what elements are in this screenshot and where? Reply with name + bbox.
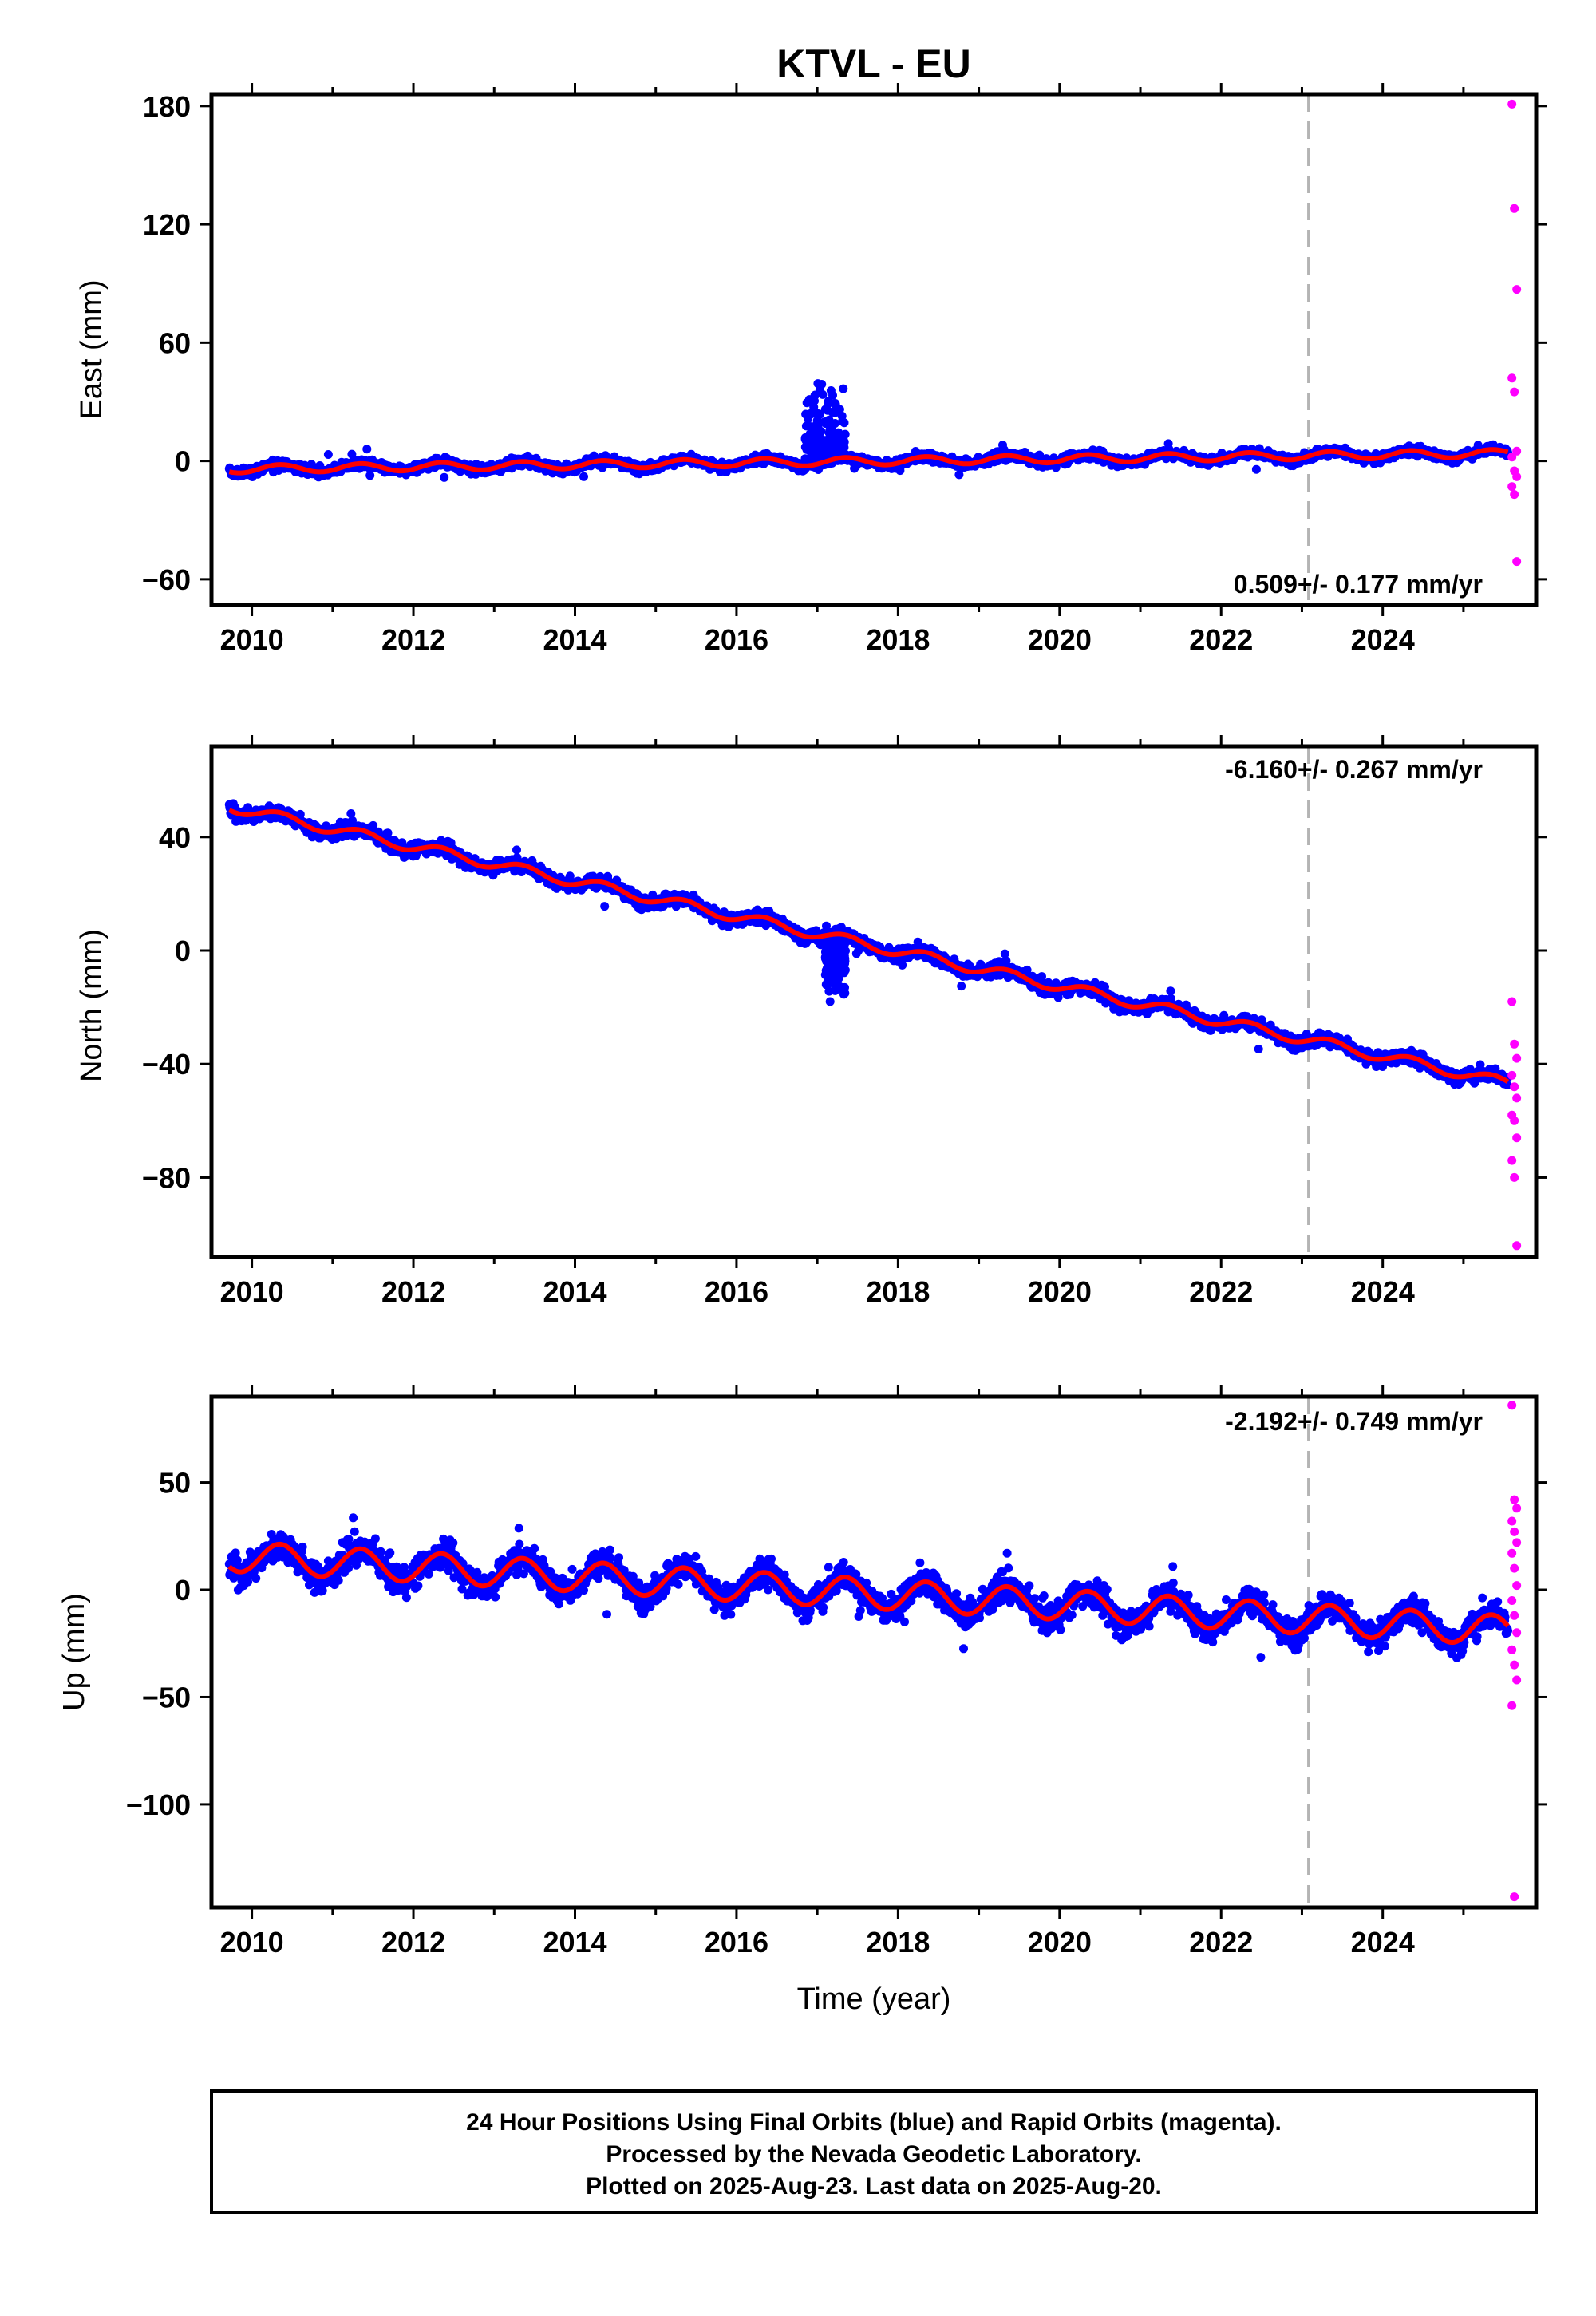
east-final-point — [801, 409, 811, 419]
east-final-point — [837, 411, 847, 421]
east-rapid-point — [1507, 373, 1517, 383]
north-panel: North (mm) 2010 2012 2014 2016 2018 2020 2022 2… — [75, 735, 1547, 1308]
east-rapid-points — [1507, 99, 1522, 605]
east-final-point — [362, 445, 372, 454]
north-plot-area — [224, 746, 1522, 1257]
east-rapid-point — [1512, 285, 1522, 294]
east-final-point — [365, 471, 375, 480]
east-rapid-point — [1510, 490, 1519, 500]
east-final-point — [826, 386, 836, 395]
east-ytick-label: 180 — [143, 90, 191, 123]
chart-title: KTVL - EU — [776, 41, 971, 86]
east-ytick-label: −60 — [142, 563, 191, 596]
east-ytick-label: 0 — [175, 445, 191, 478]
east-rapid-point — [1507, 453, 1517, 462]
north-ylabel: North (mm) — [75, 929, 109, 1082]
east-xtick-label: 2012 — [381, 623, 445, 656]
east-xtick-label: 2014 — [543, 623, 606, 656]
east-final-point — [810, 440, 820, 449]
east-panel: East (mm) 2010 2012 2014 2016 2018 2020 2022 20… — [75, 83, 1547, 656]
east-final-point — [816, 380, 825, 389]
east-xtick-label: 2022 — [1189, 623, 1253, 656]
east-final-point — [579, 472, 588, 481]
east-xtick-label: 2010 — [220, 623, 284, 656]
east-frame — [209, 92, 1539, 607]
east-ytick-label: 120 — [143, 208, 191, 241]
east-final-point — [839, 384, 848, 393]
north-final-point — [512, 845, 521, 855]
east-rate-label: 0.509+/- 0.177 mm/yr — [1234, 570, 1483, 599]
east-plot-area — [224, 94, 1522, 605]
east-xtick-label: 2020 — [1028, 623, 1092, 656]
east-final-point — [1251, 464, 1261, 474]
east-ylabel: East (mm) — [75, 279, 109, 419]
east-rapid-point — [1510, 387, 1519, 397]
east-ytick-label: 60 — [159, 326, 191, 359]
east-rapid-point — [1510, 204, 1519, 213]
east-xtick-label: 2016 — [705, 623, 768, 656]
east-xtick-label: 2018 — [866, 623, 930, 656]
north-final-point — [600, 902, 610, 911]
east-final-point — [954, 470, 964, 480]
north-final-point — [957, 982, 966, 991]
east-rapid-point — [1507, 99, 1517, 109]
east-final-point — [323, 450, 333, 459]
east-final-point — [822, 404, 831, 413]
east-final-point — [816, 427, 826, 437]
east-xtick-label: 2024 — [1351, 623, 1415, 656]
east-final-point — [839, 433, 848, 442]
east-rapid-point — [1507, 482, 1517, 492]
north-final-point — [898, 960, 907, 970]
east-final-point — [812, 416, 822, 425]
east-final-point — [828, 422, 837, 432]
east-final-point — [804, 395, 814, 405]
east-rapid-point — [1512, 557, 1522, 567]
east-final-point — [347, 449, 357, 459]
east-rapid-point — [1512, 472, 1522, 481]
east-final-point — [440, 472, 449, 482]
